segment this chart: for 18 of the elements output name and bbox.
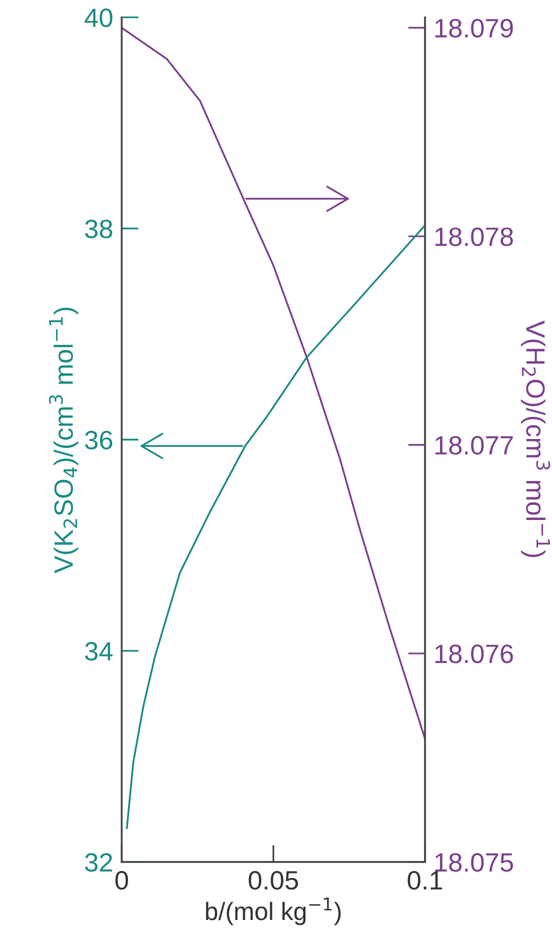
y2-tick-label: 18.075: [435, 853, 513, 872]
y2-tick-label: 18.079: [435, 18, 513, 38]
y-tick-label: 36: [85, 430, 112, 450]
y-tick-label: 40: [84, 8, 112, 28]
y2-tick-label: 18.077: [435, 436, 513, 455]
y-tick-label: 34: [85, 642, 113, 661]
x-tick-label: 0: [115, 870, 128, 890]
line-series: [122, 26, 426, 740]
line-series: [126, 224, 426, 830]
y2-tick-label: 18.078: [435, 227, 513, 246]
y2-axis-title: V(H$_{2}$O)/(cm$^{3}$ mol$^{−1}$): [520, 320, 550, 558]
y-tick-label: 32: [85, 853, 112, 872]
y-tick-label: 38: [85, 220, 112, 238]
x-tick-label: 0.05: [248, 870, 298, 890]
text: V(K$_{2}$SO$_{4}$)/(cm$^{3}$ mol$^{−1}$): [48, 308, 78, 574]
y2-tick-label: 18.076: [435, 644, 513, 664]
x-axis-title: b/(mol kg$^{−1}$): [206, 898, 341, 926]
x-tick-label: 0.1: [408, 870, 442, 890]
